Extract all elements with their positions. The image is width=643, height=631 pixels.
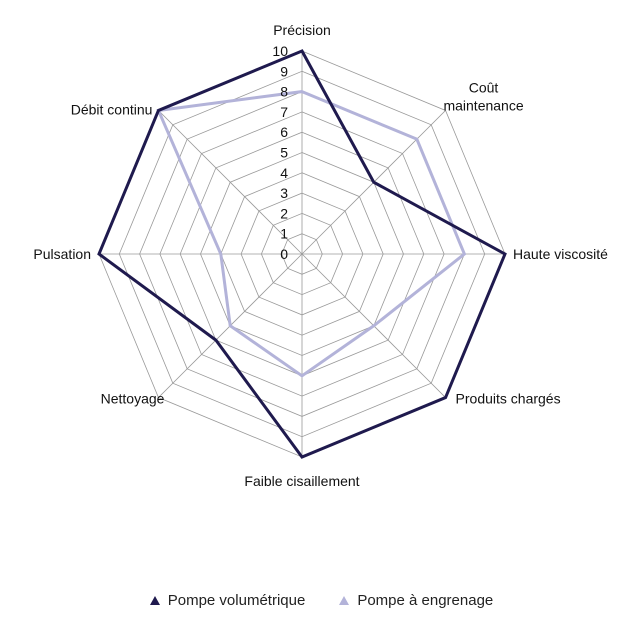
legend-item-pompe-engrenage: Pompe à engrenage <box>339 592 493 609</box>
axis-labels: Précision Coût maintenance Haute viscosité P… <box>33 22 608 489</box>
tick-label: 2 <box>280 205 288 221</box>
axis-label: Produits chargés <box>456 391 561 407</box>
legend-marker-triangle-icon <box>339 596 350 605</box>
legend-label: Pompe volumétrique <box>167 592 306 609</box>
tick-label: 9 <box>280 63 288 79</box>
tick-label: 6 <box>280 124 288 140</box>
legend-label: Pompe à engrenage <box>357 592 494 609</box>
tick-label: 8 <box>280 84 288 100</box>
tick-label: 4 <box>280 165 288 181</box>
tick-label: 0 <box>280 246 288 262</box>
tick-label: 1 <box>280 226 288 242</box>
axis-label: Faible cisaillement <box>244 473 359 489</box>
legend: Pompe volumétrique Pompe à engrenage <box>0 592 643 609</box>
grid-spoke <box>158 110 303 255</box>
tick-label: 3 <box>280 185 288 201</box>
axis-label: Haute viscosité <box>513 246 608 262</box>
radial-tick-labels: 0 1 2 3 4 5 6 7 8 9 10 <box>272 43 288 262</box>
legend-marker-triangle-icon <box>149 596 160 605</box>
axis-label: Coût maintenance <box>443 79 523 113</box>
axis-label: Débit continu <box>71 101 153 117</box>
axis-label: Pulsation <box>33 246 91 262</box>
radar-series <box>97 49 507 459</box>
tick-label: 7 <box>280 104 288 120</box>
legend-item-pompe-volumetrique: Pompe volumétrique <box>149 592 306 609</box>
axis-label: Nettoyage <box>101 391 165 407</box>
tick-label: 5 <box>280 145 288 161</box>
tick-label: 10 <box>272 43 288 59</box>
axis-label: Précision <box>273 22 331 38</box>
